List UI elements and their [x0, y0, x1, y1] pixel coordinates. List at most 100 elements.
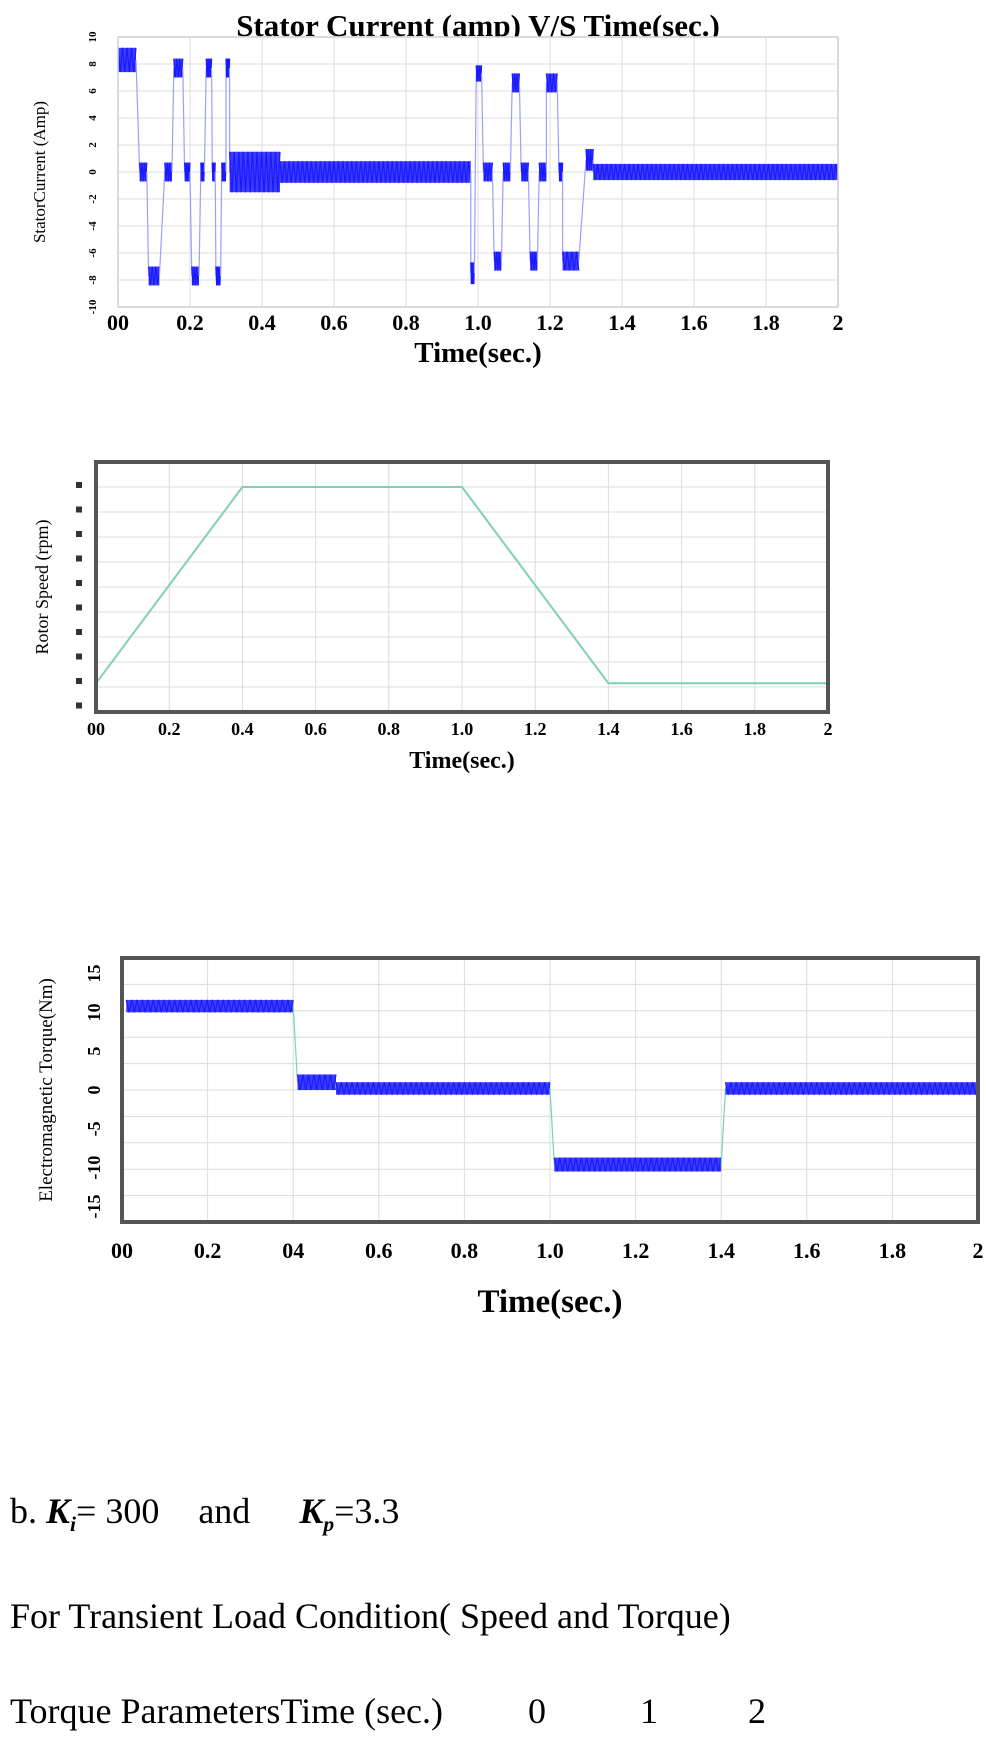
series-wave-segment [475, 65, 483, 82]
series-band-segment [586, 149, 594, 171]
series-transition [214, 171, 217, 276]
series-transition [509, 82, 513, 173]
x-tick-label: 2 [833, 310, 844, 335]
gains-line: b. Ki= 300 and Kp=3.3 [10, 1490, 399, 1537]
series-transition [198, 171, 202, 276]
kp-value: =3.3 [334, 1491, 400, 1531]
y-tick-mark [76, 702, 82, 709]
x-tick-label: 0.8 [392, 310, 420, 335]
x-tick-label: 0.8 [451, 1238, 479, 1263]
x-tick-label: 0.6 [320, 310, 348, 335]
y-tick-label: 5 [84, 1047, 104, 1056]
series-band-segment [546, 73, 558, 93]
y-tick-mark [76, 482, 82, 488]
y-tick-label: -15 [84, 1194, 104, 1218]
series-band-segment [725, 1082, 978, 1095]
x-tick-label: 00 [87, 719, 105, 739]
rotor-speed-chart: Rotor speed(rpm) V/S Time(sec.)000.20.40… [32, 460, 833, 774]
series-transition [549, 1088, 555, 1165]
series-band-segment [148, 266, 160, 286]
series-band-segment [554, 1157, 722, 1172]
plot-frame [117, 36, 839, 308]
series-transition [481, 73, 484, 173]
y-tick-mark [76, 506, 82, 513]
series-band-segment [118, 47, 136, 73]
series-wave-segment [511, 73, 520, 93]
x-tick-label: 1.4 [597, 719, 620, 739]
series-band-segment [559, 162, 563, 182]
y-axis-label: StatorCurrent (Amp) [30, 101, 49, 243]
plot-frame [120, 956, 980, 1224]
series-transition [189, 171, 193, 276]
series-transition [182, 68, 186, 173]
series-band-segment [221, 162, 226, 182]
x-tick-label: 1.0 [536, 1238, 564, 1263]
series-transition [135, 59, 141, 173]
y-tick-label: 2 [87, 142, 99, 148]
y-tick-label: 4 [87, 115, 99, 121]
x-tick-label: 1.0 [464, 310, 492, 335]
x-tick-label: 0.8 [378, 719, 401, 739]
series-wave-segment [585, 149, 594, 171]
x-tick-label: 1.2 [536, 310, 564, 335]
series-band-segment [206, 58, 212, 78]
x-tick-label: 0.4 [231, 719, 254, 739]
series-band-segment [470, 262, 475, 285]
x-tick-label: 0.2 [194, 1238, 222, 1263]
series-wave-segment [470, 262, 475, 285]
series-band-segment [200, 162, 205, 182]
y-axis-label: Rotor Speed (rpm) [32, 520, 53, 655]
torque-chart: Electro magnetic Torque V/S Time(sec.)00… [36, 956, 984, 1320]
series-band-segment [476, 65, 482, 82]
ki-value: = 300 [76, 1491, 160, 1531]
x-tick-label: 0.4 [248, 310, 276, 335]
series-transition [292, 1006, 299, 1083]
x-tick-label: 1.8 [744, 719, 767, 739]
series-transition [158, 171, 166, 276]
x-tick-label: 0.6 [304, 719, 327, 739]
x-tick-label: 2 [973, 1238, 984, 1263]
series-band-segment [539, 162, 547, 182]
series-band-segment [139, 162, 147, 182]
ki-symbol: K [46, 1491, 71, 1531]
series-transition [500, 171, 504, 262]
series-transition [720, 1088, 727, 1165]
series-band-segment [593, 163, 838, 181]
series-band-segment [562, 251, 579, 271]
series-line [95, 486, 828, 685]
series-transition [527, 171, 531, 262]
x-tick-label: 1.0 [451, 719, 474, 739]
kp-sub: p [323, 1512, 335, 1537]
x-tick-label: 1.2 [622, 1238, 650, 1263]
series-band-segment [530, 251, 538, 271]
x-tick-label: 2 [824, 719, 833, 739]
series-transition [203, 68, 207, 173]
y-tick-label: -6 [87, 248, 99, 258]
series-transition [518, 82, 522, 173]
series-band-segment [297, 1074, 336, 1090]
series-band-segment [173, 58, 183, 78]
series-wave-segment [529, 251, 538, 271]
y-tick-label: 10 [87, 31, 99, 43]
y-tick-label: 6 [87, 88, 99, 94]
time-value-0: 0 [528, 1691, 546, 1731]
y-tick-label: -4 [87, 221, 99, 231]
y-tick-mark [76, 531, 82, 537]
series-transition [578, 159, 587, 262]
x-tick-label: 0.2 [176, 310, 204, 335]
series-transition [473, 73, 477, 274]
y-axis-label: Electromagnetic Torque(Nm) [36, 978, 57, 1202]
series-band-segment [503, 162, 511, 182]
series-band-segment [336, 1082, 550, 1095]
x-tick-label: 1.6 [670, 719, 693, 739]
y-tick-mark [76, 629, 82, 635]
x-tick-label: 04 [282, 1238, 304, 1263]
y-tick-mark [76, 678, 82, 684]
series-band-segment [494, 251, 502, 271]
series-band-segment [212, 162, 216, 182]
x-axis-label: Time(sec.) [409, 748, 515, 774]
series-transition [211, 68, 213, 173]
x-axis-label: Time(sec.) [477, 1284, 622, 1320]
y-tick-label: 15 [84, 965, 104, 983]
x-tick-label: 1.2 [524, 719, 547, 739]
